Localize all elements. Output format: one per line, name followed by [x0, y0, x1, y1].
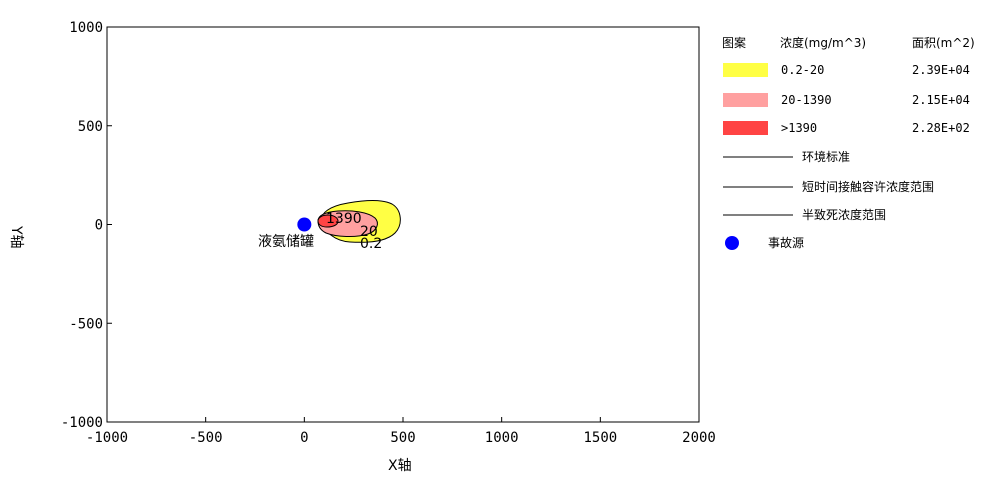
- legend-label-lethal: 半致死浓度范围: [802, 207, 886, 222]
- legend-swatch-20-1390: [723, 93, 768, 107]
- legend-area-20-1390: 2.15E+04: [912, 93, 970, 107]
- x-tick-label: 0: [300, 430, 308, 446]
- legend-label-short-term: 短时间接触容许浓度范围: [802, 179, 934, 194]
- contour-label-0.2: 0.2: [360, 236, 382, 252]
- legend-header-area: 面积(m^2): [912, 36, 975, 50]
- legend-label-env-standard: 环境标准: [802, 149, 850, 164]
- x-axis-ticks: -1000 -500 0 500 1000 1500 2000: [86, 417, 716, 446]
- legend-header-pattern: 图案: [722, 35, 746, 50]
- y-tick-label: -500: [69, 316, 103, 332]
- contour-label-1390: 1390: [326, 211, 362, 227]
- y-axis-ticks: 1000 500 0 -500 -1000: [61, 20, 112, 431]
- y-tick-label: 500: [78, 119, 103, 135]
- contour-label-20: 20: [360, 224, 378, 240]
- x-tick-label: -1000: [86, 430, 128, 446]
- contour-band-over-1390: [317, 214, 339, 228]
- source-name-label: 液氨储罐: [258, 234, 314, 250]
- y-tick-label: 0: [95, 218, 103, 234]
- plot-area: [106, 26, 700, 423]
- legend: 图案 浓度(mg/m^3) 面积(m^2) 0.2-20 2.39E+04 20…: [722, 35, 975, 250]
- legend-range-20-1390: 20-1390: [781, 93, 832, 107]
- x-tick-label: 2000: [682, 430, 716, 446]
- x-tick-label: 1000: [485, 430, 519, 446]
- legend-source-marker: [725, 236, 739, 250]
- source-point: [297, 217, 312, 232]
- legend-area-0.2-20: 2.39E+04: [912, 63, 970, 77]
- legend-area-over-1390: 2.28E+02: [912, 121, 970, 135]
- y-tick-label: -1000: [61, 415, 103, 431]
- x-tick-label: -500: [189, 430, 223, 446]
- legend-swatch-over-1390: [723, 121, 768, 135]
- y-axis-label: Y轴: [8, 225, 24, 249]
- x-tick-label: 500: [390, 430, 415, 446]
- legend-range-0.2-20: 0.2-20: [781, 63, 824, 77]
- legend-header-concentration: 浓度(mg/m^3): [780, 35, 866, 50]
- legend-label-source: 事故源: [768, 235, 804, 250]
- x-axis-label: X轴: [388, 458, 412, 474]
- x-tick-label: 1500: [583, 430, 617, 446]
- legend-swatch-0.2-20: [723, 63, 768, 77]
- y-tick-label: 1000: [69, 20, 103, 36]
- legend-range-over-1390: >1390: [781, 121, 817, 135]
- contour-regions: [317, 200, 401, 243]
